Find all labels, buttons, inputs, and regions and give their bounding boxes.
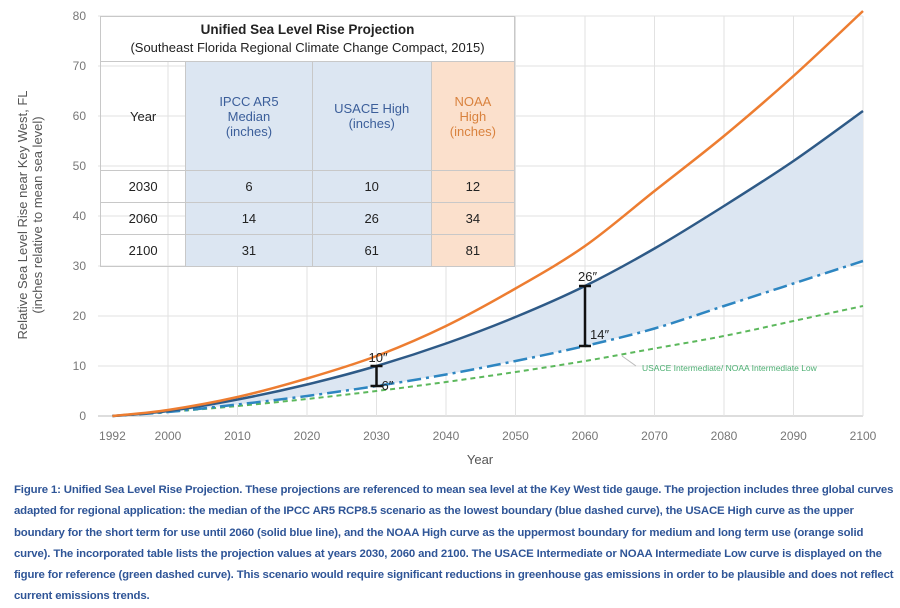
x-axis-title: Year [467,452,494,467]
y-tick-label: 20 [73,309,87,323]
series-line-usace-high [112,109,864,418]
x-tick-label: 2090 [780,429,807,443]
annotation-label: 26″ [578,269,597,284]
annotation-label: 14″ [590,327,609,342]
x-tick-label: 2030 [363,429,390,443]
cell-year: 2060 [99,202,187,235]
x-tick-label: 1992 [99,429,126,443]
table-subtitle: (Southeast Florida Regional Climate Chan… [130,40,485,55]
series-line-noaa-high [112,10,864,418]
cell-usace: 26 [311,202,432,235]
y-tick-label: 50 [73,159,87,173]
y-axis-title: Relative Sea Level Rise near Key West, F… [15,80,45,350]
header-year: Year [99,61,187,171]
cell-usace: 10 [311,170,432,203]
annotation-leader-line [621,355,637,367]
cell-ipcc: 14 [185,202,313,235]
series-line-ipcc-ar5-median [112,259,864,418]
table-title: Unified Sea Level Rise Projection [200,22,415,37]
y-tick-label: 80 [73,9,87,23]
y-tick-label: 70 [73,59,87,73]
header-noaa: NOAA High (inches) [430,61,516,171]
y-tick-label: 60 [73,109,87,123]
x-tick-label: 2050 [502,429,529,443]
y-tick-label: 0 [79,409,86,423]
header-ipcc: IPCC AR5 Median (inches) [185,61,313,171]
projection-table: Unified Sea Level Rise Projection (South… [99,16,516,267]
y-tick-label: 10 [73,359,87,373]
annotation-label: USACE Intermediate/ NOAA Intermediate Lo… [642,363,818,373]
projection-band-fill [112,111,863,416]
cell-noaa: 12 [430,170,516,203]
header-usace: USACE High (inches) [311,61,432,171]
y-tick-label: 40 [73,209,87,223]
x-tick-label: 2100 [850,429,877,443]
series-line-usace-intermediate-noaa-intermediate-low [112,305,864,417]
cell-noaa: 81 [430,234,516,267]
annotation-label: 10″ [369,350,388,365]
x-tick-label: 2000 [155,429,182,443]
cell-year: 2030 [99,170,187,203]
annotation-label: 6″ [382,378,394,393]
cell-usace: 61 [311,234,432,267]
cell-year: 2100 [99,234,187,267]
cell-ipcc: 6 [185,170,313,203]
table-row: 2100 31 61 81 [99,234,516,267]
cell-ipcc: 31 [185,234,313,267]
table-title-cell: Unified Sea Level Rise Projection (South… [100,16,515,62]
table-row: 2060 14 26 34 [99,202,516,235]
figure-caption: Figure 1: Unified Sea Level Rise Project… [14,484,894,603]
x-tick-label: 2010 [224,429,251,443]
x-tick-label: 2070 [641,429,668,443]
cell-noaa: 34 [430,202,516,235]
y-tick-label: 30 [73,259,87,273]
table-row: 2030 6 10 12 [99,170,516,203]
x-tick-label: 2040 [433,429,460,443]
x-tick-label: 2080 [711,429,738,443]
x-tick-label: 2060 [572,429,599,443]
y-axis-title-line1: Relative Sea Level Rise near Key West, F… [15,90,30,340]
y-axis-title-line2: (inches relative to mean sea level) [30,116,45,314]
x-tick-label: 2020 [294,429,321,443]
